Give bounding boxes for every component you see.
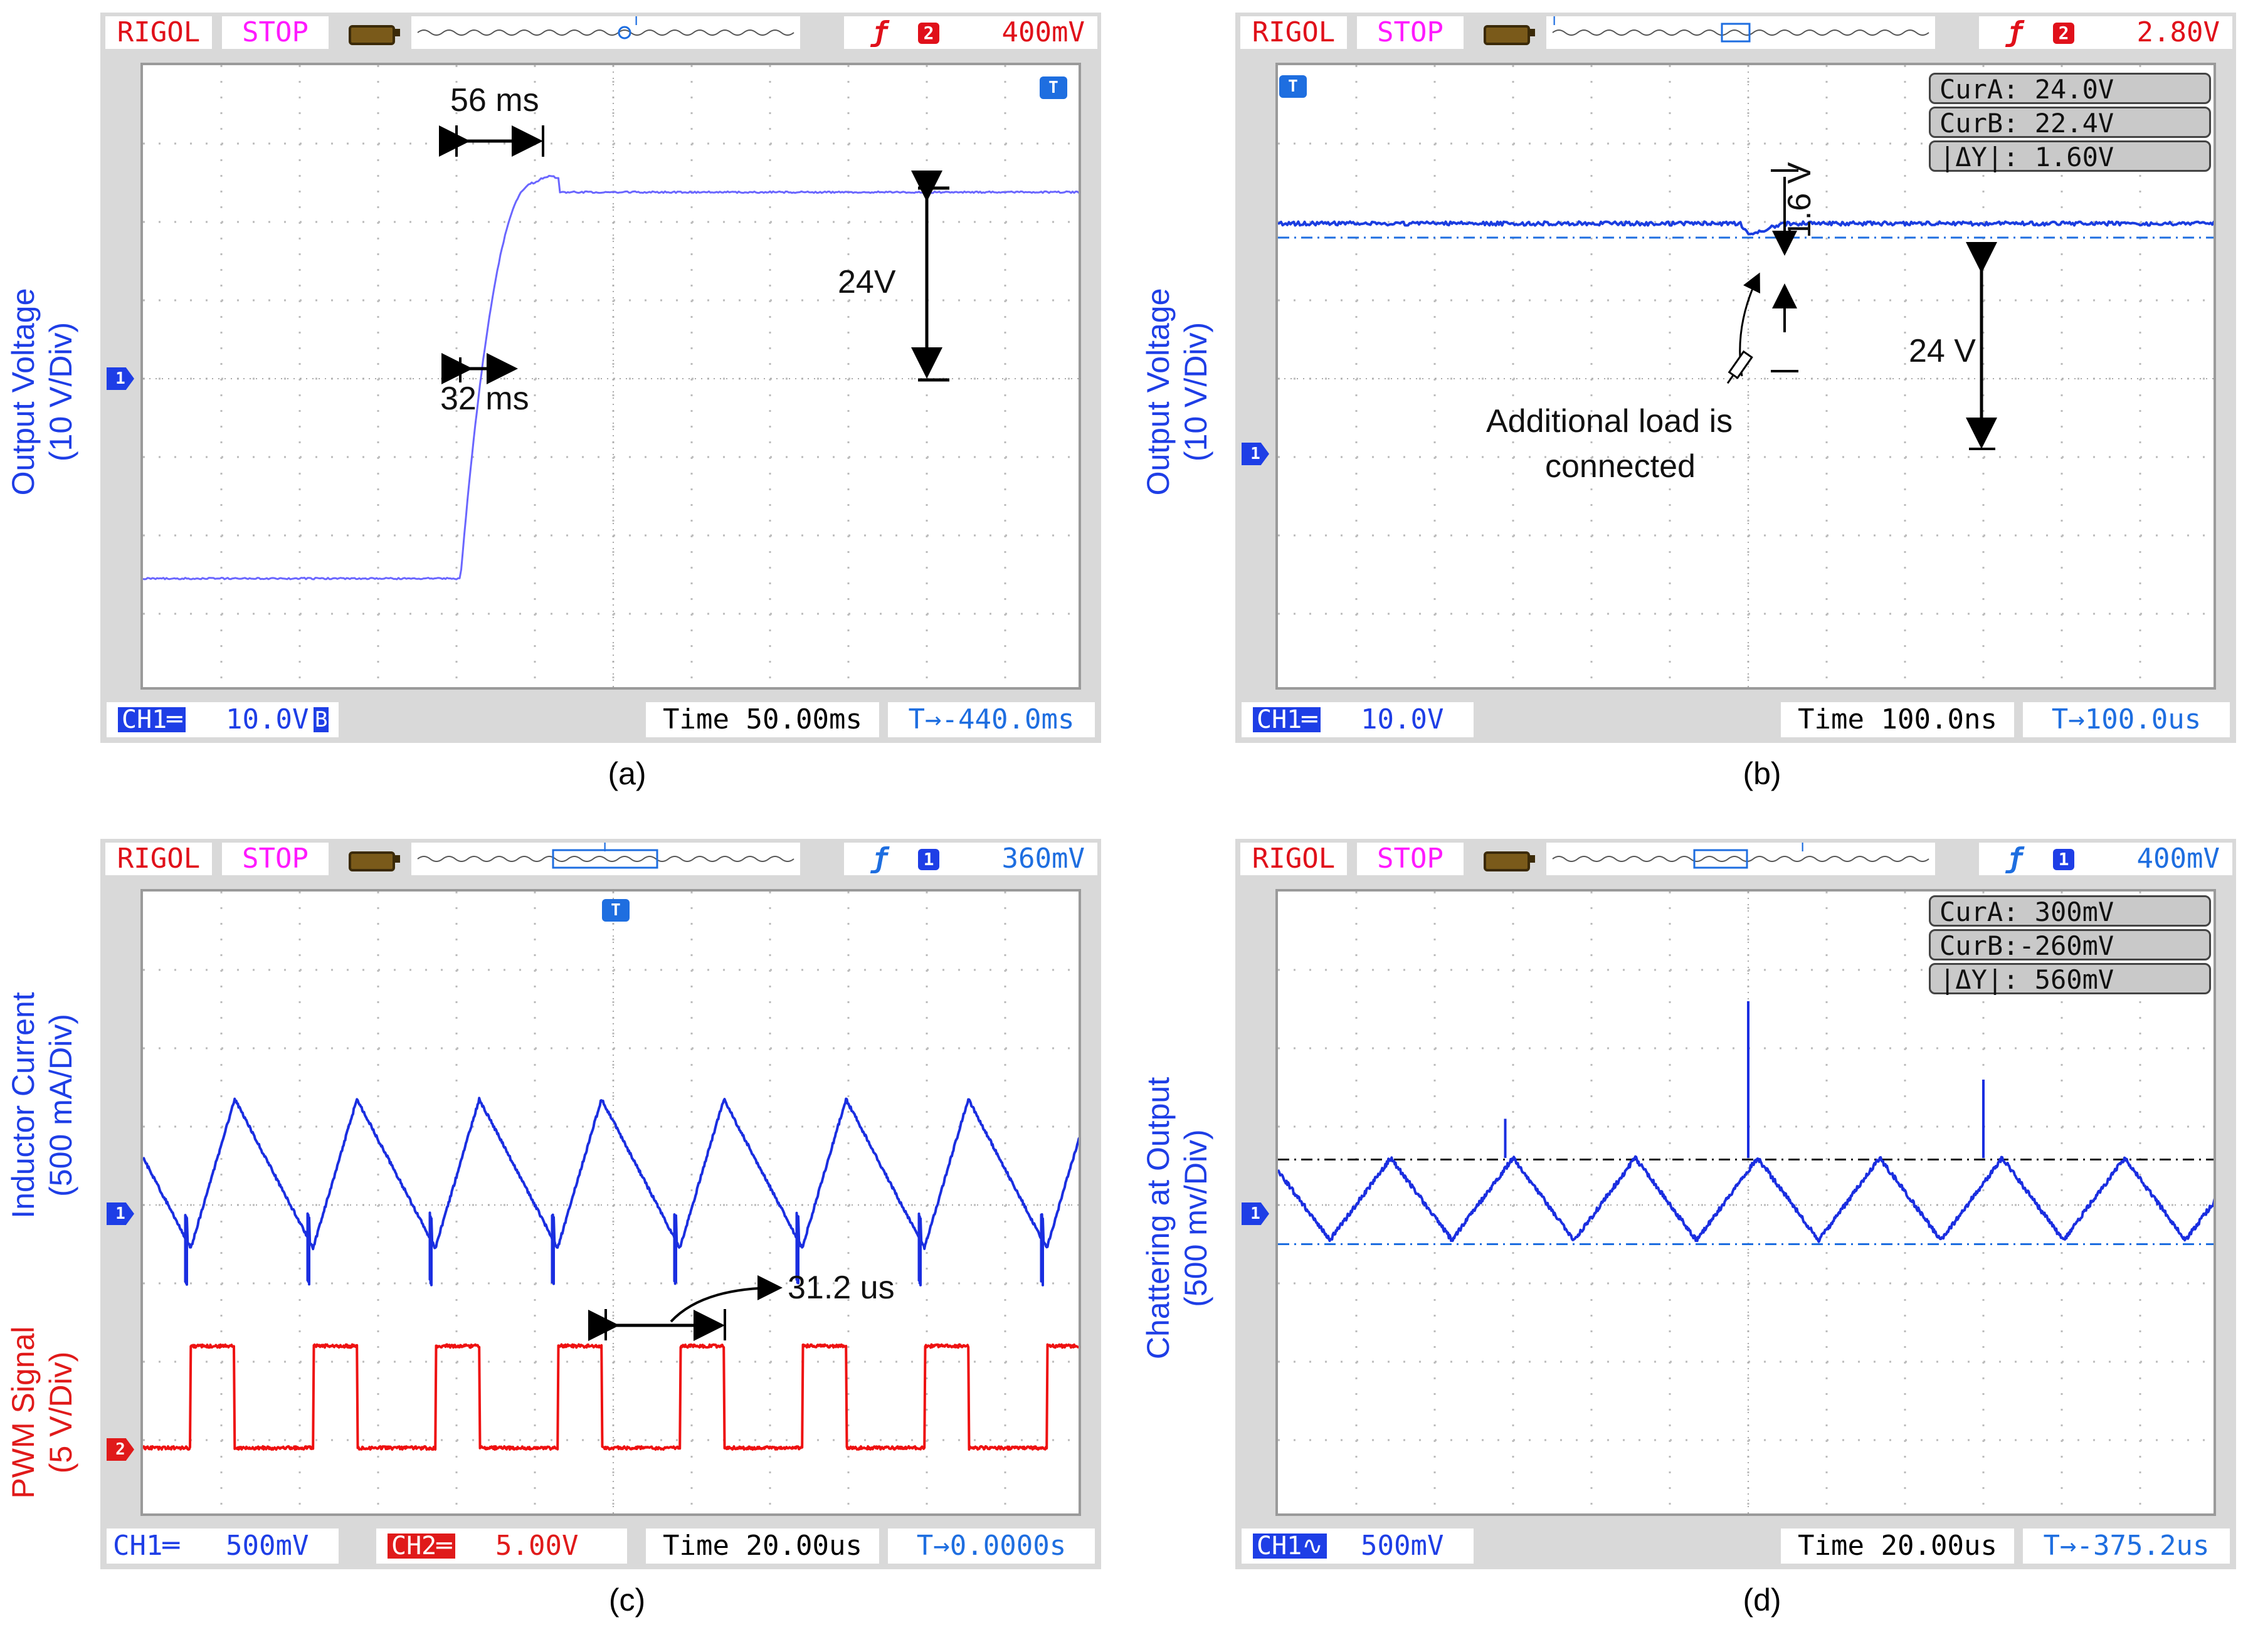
run-stop-status[interactable]: STOP	[1357, 843, 1464, 875]
trigger-offset[interactable]: T→-375.2us	[2023, 1528, 2230, 1564]
trigger-box[interactable]: ƒ 1 400mV	[1979, 843, 2232, 875]
channel1-marker[interactable]: 1	[1242, 1202, 1269, 1225]
ch1-scale: 500mV	[1361, 1528, 1443, 1564]
y-axis-label-line1: Chattering at Output	[1139, 1049, 1177, 1387]
annotation-arrows	[0, 0, 1129, 752]
scope-panel-a: RIGOL STOP T ƒ 2 400mV 1 T CH1═ 10.0V B …	[0, 0, 1129, 826]
caption: (b)	[1637, 755, 1887, 792]
annotation-arrows	[1135, 0, 2248, 752]
scope-panel-c: RIGOL STOP T ƒ 1 360mV 1 2 T CH1═ 500mV …	[0, 826, 1129, 1652]
rigol-label: RIGOL	[1240, 843, 1347, 875]
cursor-delta-readout: |ΔY|: 560mV	[1929, 963, 2211, 994]
trigger-source: 1	[2053, 849, 2074, 870]
timebase[interactable]: Time 20.00us	[1781, 1528, 2014, 1564]
trigger-edge-icon: ƒ	[2007, 843, 2024, 875]
ch1-badge: CH1∿	[1253, 1534, 1327, 1559]
svg-text:T: T	[1798, 843, 1807, 855]
caption: (a)	[502, 755, 752, 792]
y-axis-label-line2: (500 mv/Div)	[1177, 1049, 1215, 1387]
chattering-trace	[1278, 1157, 2216, 1242]
scope-bezel: RIGOL STOP T ƒ 1 400mV CurA: 300mV CurB:…	[1235, 839, 2236, 1569]
cursor-a-readout: CurA: 300mV	[1929, 895, 2211, 927]
memory-depth-bar: T	[1546, 843, 1935, 875]
caption: (c)	[502, 1582, 752, 1618]
scope-panel-d: RIGOL STOP T ƒ 1 400mV CurA: 300mV CurB:…	[1135, 826, 2248, 1652]
scope-panel-b: RIGOL STOP T ƒ 2 2.80V CurA: 24.0V CurB:…	[1135, 0, 2248, 826]
ch1-status[interactable]: CH1∿ 500mV	[1242, 1528, 1474, 1564]
trigger-level: 400mV	[2137, 843, 2220, 875]
y-axis-label: Chattering at Output (500 mv/Div)	[1139, 1049, 1221, 1387]
memory-icon	[1480, 843, 1536, 875]
annotation-arrows	[0, 826, 1129, 1579]
cursor-b-readout: CurB:-260mV	[1929, 929, 2211, 960]
caption: (d)	[1637, 1582, 1887, 1618]
